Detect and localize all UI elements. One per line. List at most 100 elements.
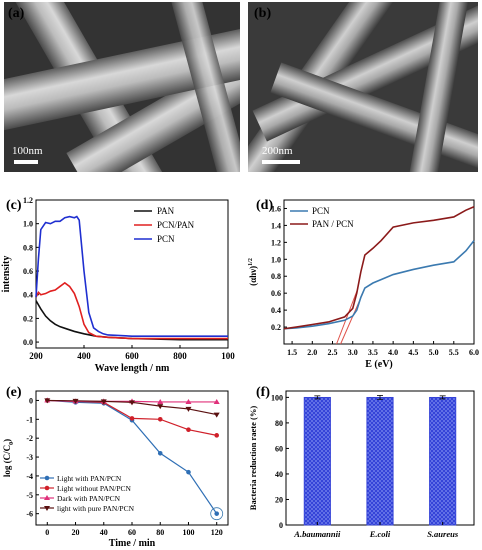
y-tick-label: 0 [279,521,283,530]
y-tick-label: 1.4 [271,221,281,230]
y-axis-label-sup: 1/2 [248,258,254,266]
data-point [157,417,163,422]
data-point [44,495,50,500]
x-tick-label: A.baumannii [293,529,341,539]
y-tick-label: 1.0 [23,220,33,229]
x-tick-label: 5.5 [449,348,459,357]
x-tick-label: 5.0 [429,348,439,357]
legend-label: PCN [157,234,175,244]
y-tick-label: 1.2 [23,196,33,205]
legend-label: PAN [157,206,175,216]
x-axis-label: Wave length / nm [95,363,170,374]
y-axis-label-sub: 0 [9,442,15,445]
data-point [44,475,50,481]
y-tick-label: -4 [26,472,33,481]
x-tick-label: 60 [128,528,136,537]
x-tick-label: 800 [173,351,187,361]
data-point [100,399,107,405]
series-line-pcn-pan [35,281,228,340]
legend-label: PAN / PCN [312,219,354,229]
data-point [44,398,51,404]
x-tick-label: 20 [72,528,80,537]
legend-label: Light without PAN/PCN [57,484,131,493]
y-tick-label: 1.6 [271,204,281,213]
x-axis-label: Time / min [109,538,156,548]
panel-label-f: (f) [256,385,270,400]
data-point [129,400,135,406]
data-point [44,485,50,491]
legend-label: PCN/PAN [157,220,195,230]
scale-text-b: 200nm [262,145,293,157]
data-point [185,398,192,404]
x-tick-label: 100 [182,528,194,537]
legend-label: Light with PAN/PCN [57,474,122,483]
y-axis-label: log (C/C0) [2,439,15,477]
chart-d: 1.5 2.0 2.5 3.0 3.5 4.0 4.5 5.0 5.5 6.0 0.2 0.4 0.6 0… [248,199,479,370]
scale-text-a: 100nm [12,145,43,157]
y-tick-label: 0 [29,396,33,405]
y-tick-label: 20 [275,495,283,504]
sem-image-b [248,2,478,172]
y-tick-label: 0.6 [271,289,281,298]
x-axis-label: E (eV) [365,359,393,370]
x-tick-label: 3.0 [348,348,358,357]
panel-label-b: (b) [254,6,272,21]
x-tick-label: 3.5 [368,348,378,357]
scale-bar-a [14,160,38,164]
x-tick-label: 80 [156,528,164,537]
y-tick-label: 0.8 [23,243,33,252]
series-line-pcn [283,240,475,330]
x-tick-label: 600 [125,351,139,361]
y-tick-label: 0.2 [23,314,33,323]
x-tick-label: 200 [29,351,43,361]
highlight-circle [210,507,224,521]
y-tick-label: 0.2 [271,323,281,332]
y-axis-label-end: ) [2,439,12,442]
data-point [214,511,220,516]
y-axis-label: Bacteria reduction raete (%) [248,406,258,511]
series-line-pan-pcn [283,206,475,330]
y-tick-label: 0.4 [271,306,281,315]
x-tick-label: 40 [100,528,108,537]
data-point [157,450,163,456]
x-tick-label: 4.5 [408,348,418,357]
x-tick-label: 6.0 [469,348,479,357]
y-axis-label: (αhν)1/2 [248,258,258,286]
panel-label-e: (e) [6,385,22,400]
bar-e-coli [366,396,394,526]
y-tick-label: -1 [26,415,33,424]
x-tick-label: E.coli [369,529,391,539]
data-point [44,506,50,511]
series-line-pcn [35,215,228,337]
y-tick-label: -3 [26,453,33,462]
y-tick-label: 100 [271,393,283,402]
x-tick-label: S.aureus [427,529,459,539]
x-tick-label: 100 [221,351,235,361]
data-point [186,427,191,432]
x-tick-label: 2.0 [307,348,317,357]
y-tick-label: 0.0 [23,338,33,347]
plot-frame [283,199,475,345]
y-tick-label: 80 [275,419,283,428]
data-point [213,412,220,418]
panel-label-a: (a) [8,6,25,21]
legend-label: light with pure PAN/PCN [57,504,135,513]
bar-a-baumannii [303,396,331,526]
data-point [185,406,192,412]
legend-label: PCN [312,206,330,216]
y-tick-label: 1.0 [271,255,281,264]
data-point [129,416,135,421]
bar-s-aureus [429,396,457,526]
series-line-pan [35,300,228,341]
y-tick-label: 0.4 [23,291,33,300]
y-tick-label: 0.8 [271,272,281,281]
y-tick-label: -5 [26,491,33,500]
tangent-line [336,291,358,345]
y-tick-label: -6 [26,510,33,519]
data-point [213,398,220,404]
sem-image-a [4,2,240,172]
x-tick-label: 120 [211,528,223,537]
x-tick-label: 400 [77,351,91,361]
y-tick-label: 60 [275,444,283,453]
x-tick-label: 4.0 [388,348,398,357]
